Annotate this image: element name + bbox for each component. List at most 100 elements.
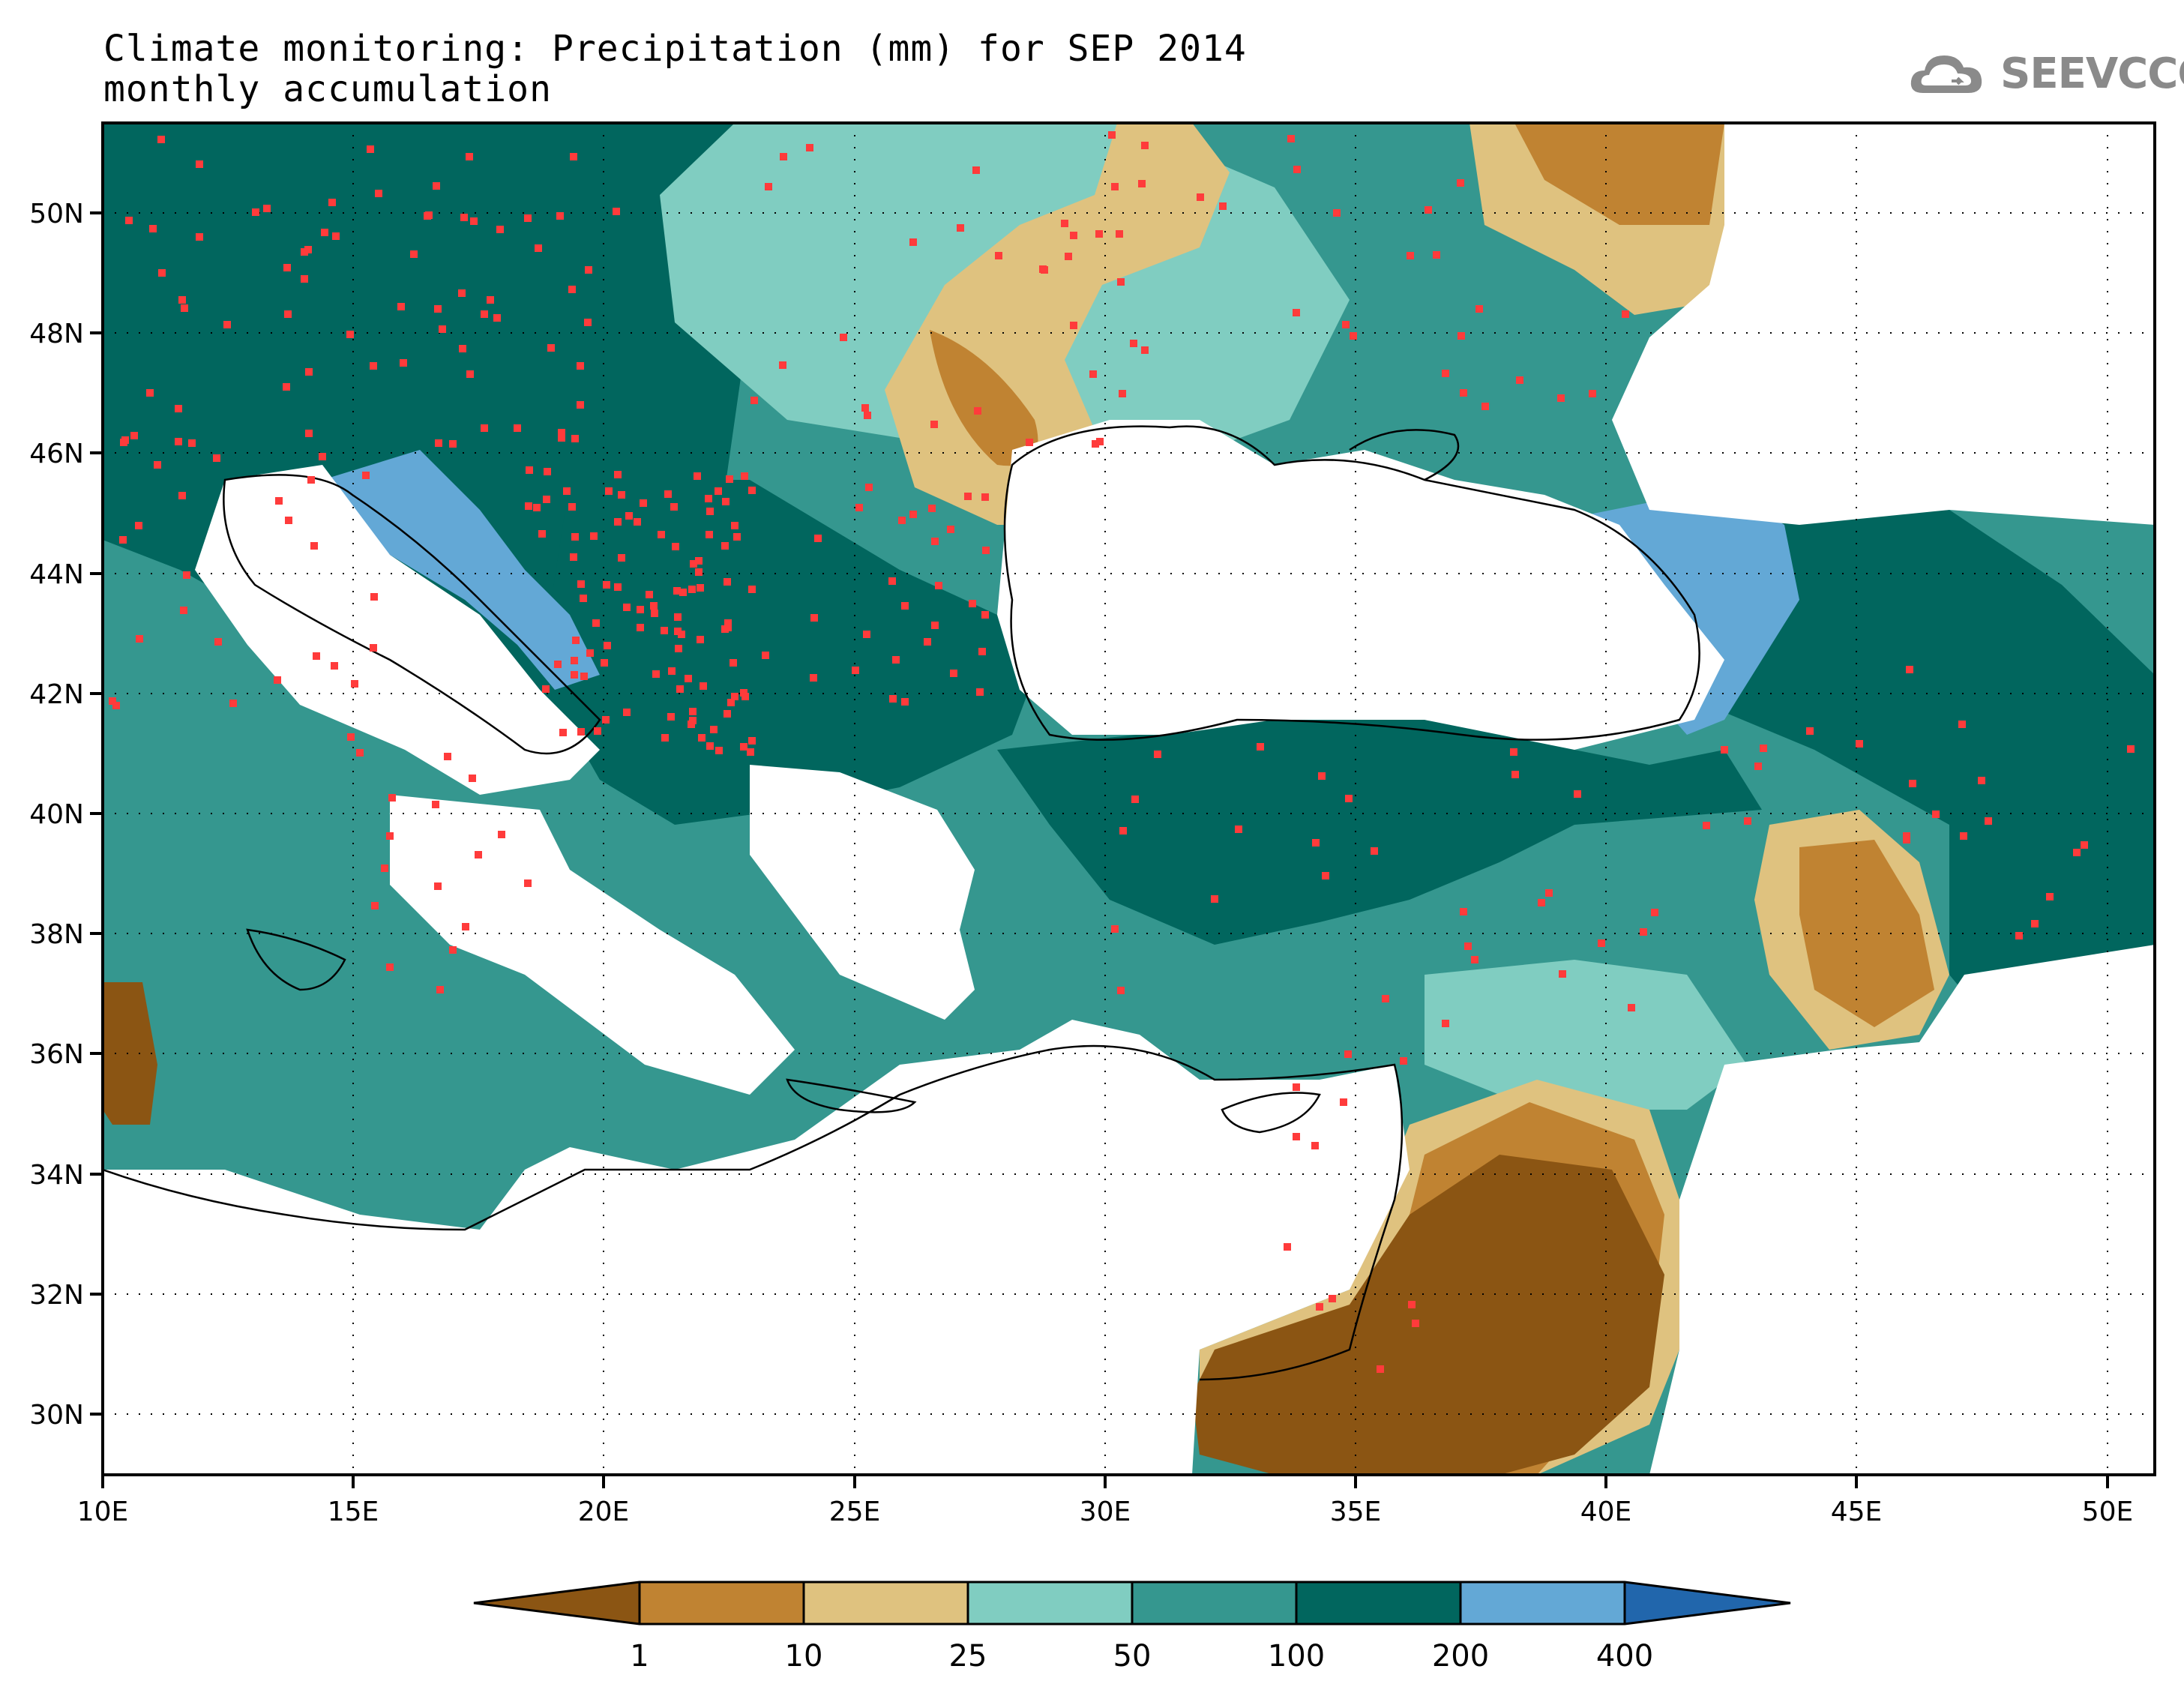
precipitation-field [103,123,2155,1475]
station-marker [2015,932,2023,939]
station-marker [1345,795,1353,802]
station-marker [547,344,555,352]
station-marker [658,531,665,538]
station-marker [652,670,660,678]
station-marker [328,199,336,206]
station-marker [729,659,737,667]
station-marker [439,325,446,333]
station-marker [559,729,567,736]
station-marker [1754,763,1762,770]
station-marker [1510,748,1517,756]
station-marker [976,688,984,696]
station-marker [688,586,696,593]
station-marker [614,583,622,591]
station-marker [367,145,374,153]
station-marker [386,963,394,971]
station-marker [524,879,532,887]
station-marker [538,530,546,538]
station-marker [180,607,187,614]
station-marker [1197,193,1204,201]
station-marker [604,642,611,649]
station-marker [577,362,584,370]
station-marker [706,508,714,515]
station-marker [466,370,474,378]
lat-tick-label: 40N [29,799,84,830]
station-marker [158,269,166,277]
station-marker [263,205,271,212]
station-marker [892,656,900,664]
station-marker [1960,832,1967,840]
station-marker [765,183,772,190]
station-marker [964,493,972,500]
station-marker [435,439,442,447]
station-marker [806,144,813,151]
lon-tick-label: 45E [1831,1497,1883,1527]
station-marker [2031,920,2039,927]
station-marker [362,472,370,479]
station-marker [229,700,237,707]
station-marker [678,631,685,638]
station-marker [410,250,418,258]
station-marker [1108,131,1116,139]
station-marker [571,657,578,664]
station-marker [346,331,354,338]
station-marker [351,680,358,688]
station-marker [864,412,871,419]
station-marker [514,424,521,432]
station-marker [613,208,620,215]
station-marker [1545,889,1553,897]
station-marker [1344,1050,1352,1058]
station-marker [724,710,731,718]
station-marker [580,673,588,680]
station-marker [697,584,704,592]
station-marker [149,225,157,232]
station-marker [706,742,714,750]
station-marker [1065,253,1072,260]
station-marker [1316,1303,1323,1311]
station-marker [931,622,939,629]
station-marker [1628,1004,1635,1011]
station-marker [1464,942,1472,950]
colorbar-label: 200 [1432,1639,1489,1674]
station-marker [135,522,142,529]
station-marker [121,436,129,444]
station-marker [625,512,633,520]
station-marker [1481,403,1489,410]
lat-tick-label: 42N [29,679,84,710]
station-marker [661,734,669,742]
station-marker [1219,202,1227,210]
colorbar-label: 100 [1268,1639,1325,1674]
station-marker [146,389,154,397]
station-marker [715,747,723,754]
station-marker [119,536,127,544]
lon-tick-label: 35E [1330,1497,1382,1527]
station-marker [2046,893,2054,900]
station-marker [580,595,587,602]
station-marker [1909,780,1916,787]
station-marker [1460,908,1467,915]
station-marker [1622,310,1629,318]
station-marker [928,505,936,512]
station-marker [1154,751,1161,758]
station-marker [577,728,585,736]
station-marker [982,547,990,554]
station-marker [1557,394,1565,402]
station-marker [623,709,631,716]
station-marker [1318,772,1326,780]
station-marker [577,401,584,409]
station-marker [685,675,692,682]
station-marker [695,557,703,565]
station-marker [2081,841,2088,849]
station-marker [554,661,562,668]
lat-tick-label: 34N [29,1160,84,1191]
station-marker [898,517,906,524]
station-marker [370,593,378,601]
station-marker [307,476,315,484]
station-marker [672,543,679,550]
station-marker [1293,1083,1300,1091]
station-marker [721,625,729,633]
station-marker [434,882,442,890]
station-marker [947,526,954,533]
station-marker [1425,206,1432,214]
colorbar-segment [968,1582,1132,1624]
